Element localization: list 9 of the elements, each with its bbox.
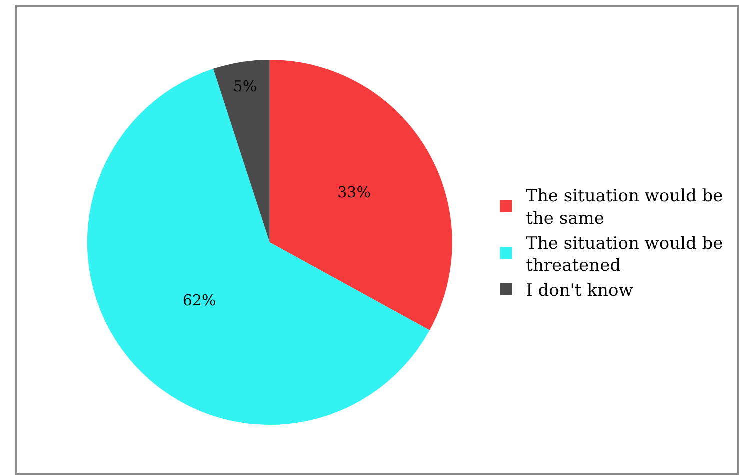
data-label: 62% [182, 292, 216, 310]
pie-slice [88, 68, 430, 425]
pie-slice [270, 60, 452, 330]
pie-slice [213, 60, 270, 242]
legend-label: I don't know [526, 281, 634, 302]
data-label: 5% [233, 78, 258, 96]
legend-label: The situation would be the same [526, 186, 724, 229]
legend-label: The situation would be threatened [526, 234, 724, 276]
data-label: 33% [338, 184, 371, 202]
